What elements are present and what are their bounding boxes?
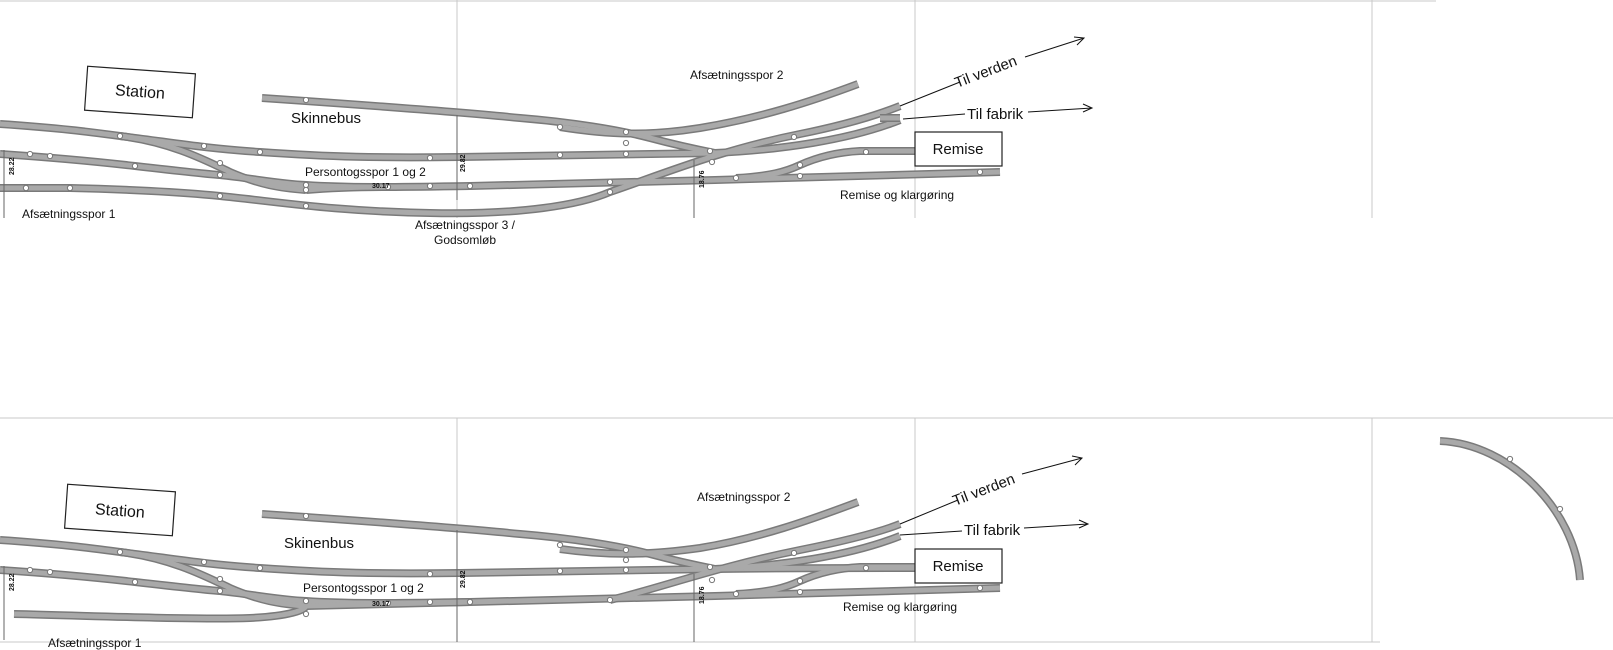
godsomlob-label: Godsomløb — [434, 233, 496, 247]
station-building: Station — [63, 483, 177, 537]
track-joints — [22, 96, 984, 210]
persontogsspor-label: Persontogsspor 1 og 2 — [305, 165, 426, 179]
til-verden-pointer: Til verden — [899, 455, 1084, 525]
til-verden-label: Til verden — [950, 470, 1017, 509]
remise-label: Remise — [933, 558, 984, 575]
dim-small-label: 30.17 — [372, 183, 390, 190]
remise-label: Remise — [933, 141, 984, 158]
remise-building: Remise — [914, 548, 1003, 584]
track-plan-top: 28.22 29.82 30.17 18.76 Station Remise S… — [0, 36, 1094, 247]
afsaetningsspor-2-label: Afsætningsspor 2 — [690, 68, 784, 82]
track-segments — [0, 437, 1584, 623]
dim-left-label: 28.22 — [9, 157, 16, 175]
station-label: Station — [94, 501, 145, 521]
remise-klargoring-label: Remise og klargøring — [843, 600, 957, 614]
track-joints — [26, 455, 1564, 618]
til-verden-label: Til verden — [952, 52, 1019, 91]
dim-small-label: 30.17 — [372, 601, 390, 608]
til-fabrik-pointer: Til fabrik — [902, 103, 1094, 123]
skinnebus-label: Skinnebus — [291, 110, 361, 127]
dimension-markers: 28.22 29.82 30.17 18.76 — [3, 530, 706, 642]
station-label: Station — [115, 82, 166, 102]
til-fabrik-pointer: Til fabrik — [899, 519, 1090, 539]
skinenbus-label: Skinenbus — [284, 535, 354, 552]
station-building: Station — [83, 65, 197, 119]
til-fabrik-label: Til fabrik — [964, 522, 1021, 539]
til-verden-pointer: Til verden — [899, 36, 1086, 107]
afsaetningsspor-1-label: Afsætningsspor 1 — [22, 207, 116, 221]
afsaetningsspor-2-label: Afsætningsspor 2 — [697, 490, 791, 504]
dimension-markers: 28.22 29.82 30.17 18.76 — [3, 115, 706, 218]
dim-mid-label: 29.82 — [460, 154, 467, 172]
remise-building: Remise — [914, 131, 1003, 167]
til-fabrik-label: Til fabrik — [967, 106, 1024, 123]
dim-left-label: 28.22 — [9, 573, 16, 591]
dim-right-label: 18.76 — [699, 170, 706, 188]
track-plan-bottom: 28.22 29.82 30.17 18.76 Station Remise S… — [0, 437, 1584, 650]
afsaetningsspor-1-label: Afsætningsspor 1 — [48, 636, 142, 650]
afsaetningsspor-3-label: Afsætningsspor 3 / — [415, 218, 516, 232]
remise-klargoring-label: Remise og klargøring — [840, 188, 954, 202]
persontogsspor-label: Persontogsspor 1 og 2 — [303, 581, 424, 595]
dim-right-label: 18.76 — [699, 586, 706, 604]
dim-mid-label: 29.82 — [460, 570, 467, 588]
